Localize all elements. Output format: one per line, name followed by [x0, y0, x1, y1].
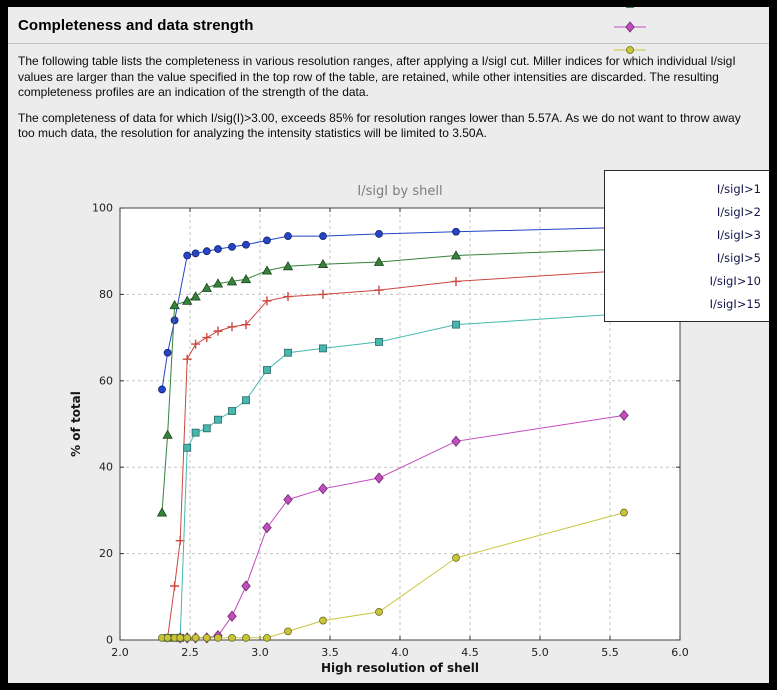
- chart-legend: I/sigI>1 I/sigI>2 I/sigI>3 I/sigI>5 I/sigI>1…: [604, 7, 769, 322]
- svg-text:40: 40: [99, 461, 113, 474]
- report-panel: Completeness and data strength The follo…: [8, 7, 769, 683]
- chart-canvas: 2.0 2.5 3.0 3.5 4.0 4.5 5.0 5.5 6.0 0 20 40 60 80 100 I…: [69, 184, 689, 675]
- paragraph-completeness-description: The following table lists the completene…: [18, 54, 736, 99]
- legend-entry: I/sigI>10: [613, 21, 761, 292]
- legend-label: I/sigI>15: [709, 296, 761, 311]
- svg-text:0: 0: [106, 634, 113, 647]
- legend-label: I/sigI>10: [709, 273, 761, 288]
- legend-label: I/sigI>1: [716, 181, 761, 196]
- svg-text:High resolution of shell: High resolution of shell: [321, 661, 479, 675]
- svg-text:6.0: 6.0: [671, 646, 689, 659]
- svg-text:5.0: 5.0: [531, 646, 549, 659]
- legend-label: I/sigI>5: [716, 250, 761, 265]
- page-title: Completeness and data strength: [18, 17, 254, 34]
- svg-text:20: 20: [99, 547, 113, 560]
- svg-text:80: 80: [99, 288, 113, 301]
- svg-text:2.5: 2.5: [181, 646, 199, 659]
- svg-text:4.5: 4.5: [461, 646, 479, 659]
- svg-text:2.0: 2.0: [111, 646, 129, 659]
- svg-text:4.0: 4.0: [391, 646, 409, 659]
- legend-entry: I/sigI>1: [613, 177, 761, 200]
- legend-diamond-marker-icon: [614, 21, 646, 33]
- svg-text:3.0: 3.0: [251, 646, 269, 659]
- svg-text:I/sigI by shell: I/sigI by shell: [357, 184, 442, 199]
- svg-text:100: 100: [92, 202, 113, 215]
- legend-entry: I/sigI>2: [613, 200, 761, 223]
- legend-entry: I/sigI>3: [613, 223, 761, 246]
- legend-square-marker-icon: [626, 7, 634, 8]
- legend-circle-marker-icon: [614, 46, 646, 54]
- legend-label: I/sigI>3: [716, 227, 761, 242]
- legend-entry: I/sigI>5: [613, 7, 761, 269]
- report-header: Completeness and data strength: [8, 7, 769, 44]
- svg-text:3.5: 3.5: [321, 646, 339, 659]
- legend-label: I/sigI>2: [716, 204, 761, 219]
- svg-text:% of total: % of total: [69, 391, 83, 457]
- svg-text:5.5: 5.5: [601, 646, 619, 659]
- completeness-chart: 2.0 2.5 3.0 3.5 4.0 4.5 5.0 5.5 6.0 0 20 40 60 80 100 I…: [8, 7, 769, 683]
- paragraph-resolution-cutoff: The completeness of data for which I/sig…: [18, 110, 741, 141]
- svg-text:60: 60: [99, 374, 113, 387]
- legend-entry: I/sigI>15: [613, 46, 761, 315]
